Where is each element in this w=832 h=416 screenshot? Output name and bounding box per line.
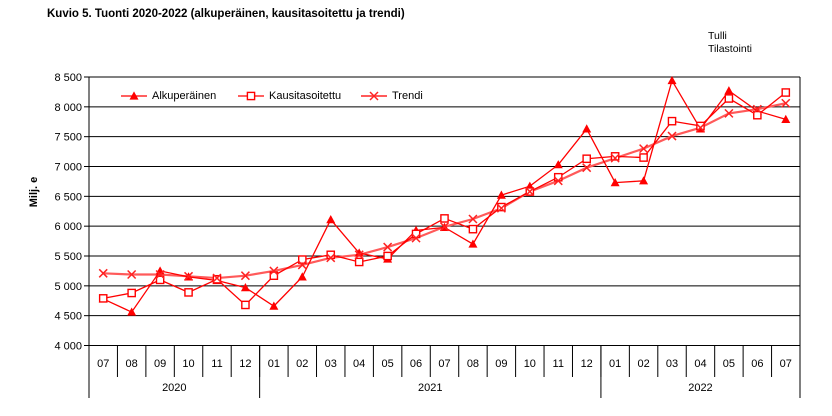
svg-text:8 000: 8 000	[54, 102, 82, 114]
legend-label-alkuperainen: Alkuperäinen	[152, 90, 217, 102]
svg-text:07: 07	[780, 358, 792, 370]
svg-text:08: 08	[467, 358, 479, 370]
watermark-line-1: Tulli	[708, 30, 727, 42]
svg-text:03: 03	[325, 358, 337, 370]
svg-text:09: 09	[495, 358, 507, 370]
svg-text:02: 02	[296, 358, 308, 370]
svg-text:04: 04	[353, 358, 365, 370]
svg-text:5 000: 5 000	[54, 281, 82, 293]
svg-text:06: 06	[410, 358, 422, 370]
svg-text:09: 09	[154, 358, 166, 370]
svg-text:12: 12	[239, 358, 251, 370]
svg-text:05: 05	[723, 358, 735, 370]
svg-text:02: 02	[637, 358, 649, 370]
chart-title: Kuvio 5. Tuonti 2020-2022 (alkuperäinen,…	[47, 8, 405, 20]
svg-text:01: 01	[268, 358, 280, 370]
svg-text:06: 06	[751, 358, 763, 370]
svg-text:6 500: 6 500	[54, 191, 82, 203]
svg-text:7 500: 7 500	[54, 132, 82, 144]
tulli-watermark: Tulli Tilastointi	[708, 30, 752, 55]
svg-text:2022: 2022	[688, 382, 712, 394]
svg-text:8 500: 8 500	[54, 72, 82, 84]
svg-text:10: 10	[524, 358, 536, 370]
svg-text:2020: 2020	[162, 382, 186, 394]
svg-text:01: 01	[609, 358, 621, 370]
svg-text:7 000: 7 000	[54, 162, 82, 174]
svg-text:07: 07	[97, 358, 109, 370]
svg-text:2021: 2021	[418, 382, 442, 394]
legend-item-trendi: Trendi	[361, 89, 423, 103]
watermark-line-2: Tilastointi	[708, 42, 752, 55]
svg-text:6 000: 6 000	[54, 221, 82, 233]
trendi-x-marker-icon	[361, 91, 387, 101]
svg-text:07: 07	[438, 358, 450, 370]
kausitasoitettu-square-marker-icon	[238, 91, 264, 101]
legend-label-kausitasoitettu: Kausitasoitettu	[269, 90, 342, 102]
svg-text:04: 04	[694, 358, 706, 370]
svg-text:4 500: 4 500	[54, 311, 82, 323]
svg-text:11: 11	[211, 358, 222, 370]
svg-text:08: 08	[126, 358, 138, 370]
svg-text:03: 03	[666, 358, 678, 370]
svg-text:05: 05	[381, 358, 393, 370]
alkuperainen-triangle-marker-icon	[121, 91, 147, 100]
svg-text:10: 10	[182, 358, 194, 370]
legend-label-trendi: Trendi	[392, 90, 423, 102]
svg-text:11: 11	[553, 358, 564, 370]
svg-text:4 000: 4 000	[54, 341, 82, 353]
svg-text:5 500: 5 500	[54, 251, 82, 263]
legend-item-alkuperainen: Alkuperäinen	[121, 89, 216, 103]
svg-text:12: 12	[581, 358, 593, 370]
legend-item-kausitasoitettu: Kausitasoitettu	[238, 89, 341, 103]
